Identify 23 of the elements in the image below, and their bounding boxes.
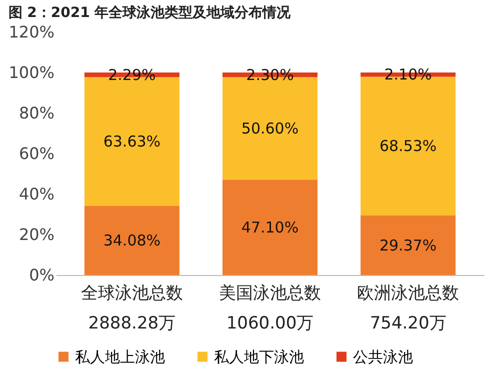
bar [84, 206, 180, 275]
y-tick-label: 100% [8, 63, 54, 82]
y-tick-label: 80% [18, 104, 54, 122]
legend-label: 私人地上泳池 [75, 348, 165, 366]
bar [222, 180, 318, 275]
data-label: 63.63% [103, 132, 161, 151]
y-tick-label: 60% [18, 144, 54, 163]
data-label: 68.53% [379, 137, 437, 156]
bar [360, 216, 456, 275]
data-label: 50.60% [241, 119, 299, 138]
data-label: 29.37% [379, 236, 437, 254]
x-tick-label: 美国泳池总数 1060.00万 [219, 284, 321, 334]
data-label: 34.08% [103, 231, 161, 250]
x-tick-label: 欧洲泳池总数 754.20万 [357, 284, 460, 334]
legend-label: 私人地下泳池 [214, 348, 304, 366]
y-tick-label: 120% [8, 22, 54, 42]
x-tick-label: 全球泳池总数 2888.28万 [80, 284, 183, 334]
chart-title: 图 2：2021 年全球泳池类型及地域分布情况 [8, 4, 292, 21]
y-tick-label: 20% [18, 225, 54, 244]
data-label: 47.10% [241, 218, 299, 236]
y-tick-label: 0% [29, 266, 54, 284]
legend-label: 公共泳池 [353, 348, 413, 366]
y-tick-label: 40% [18, 184, 54, 204]
